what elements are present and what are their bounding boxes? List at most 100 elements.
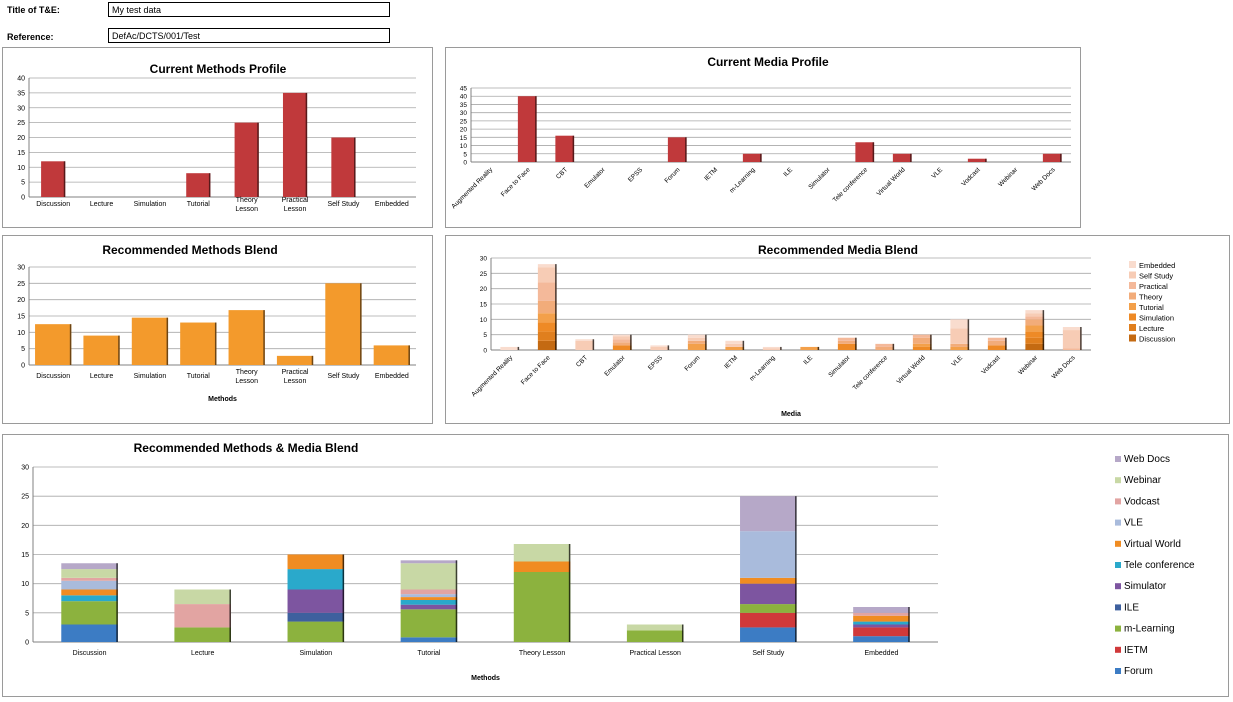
x-tick-label: Augmented Reality: [470, 354, 514, 398]
legend-swatch-discussion: [1129, 334, 1136, 342]
segment-webinar-simulation: [1025, 331, 1045, 338]
bar-shadow: [892, 343, 895, 350]
segment-cbt-self-study: [575, 340, 595, 350]
segment-tutorial-tele-conference: [400, 600, 458, 605]
bar-shadow: [263, 310, 265, 365]
segment-vodcast-practical: [987, 337, 1007, 341]
bar-shadow: [166, 317, 169, 365]
legend-label-discussion: Discussion: [1139, 335, 1175, 344]
legend-swatch-tele-conference: [1115, 562, 1121, 568]
bar-self-study: [331, 137, 356, 197]
bar-shadow: [967, 319, 970, 350]
segment-cbt-embedded: [575, 339, 595, 341]
segment-tutorial-webinar: [400, 563, 458, 590]
recommended-media-panel: Recommended Media Blend 0 5 10 15 20 25 30 Augme…: [445, 235, 1230, 424]
reference-label: Reference:: [7, 32, 54, 42]
segment-theory-lesson-virtual-world: [513, 561, 571, 572]
bar-forum: [667, 137, 687, 162]
legend-swatch-webinar: [1115, 477, 1121, 484]
segment-vle-theory: [950, 343, 970, 347]
bar-shadow: [667, 345, 670, 350]
segment-face-to-face-practical: [537, 282, 557, 301]
x-axis-title: Methods: [471, 675, 500, 682]
bar-discussion: [41, 161, 66, 197]
x-tick-label: Tele conference: [852, 354, 890, 392]
y-tick-label: 30: [17, 265, 25, 272]
segment-self-study-simulator: [740, 583, 797, 605]
segment-web-docs-self-study: [1062, 330, 1082, 349]
bar-practical-lesson: [282, 92, 308, 197]
segment-practical-lesson-m-learning: [626, 630, 684, 642]
segment-epss-self-study: [650, 346, 670, 350]
legend-label-lecture: Lecture: [1139, 324, 1164, 333]
bar-shadow: [208, 173, 211, 197]
segment-tutorial-forum: [400, 637, 458, 642]
legend-swatch-theory: [1129, 292, 1136, 300]
legend-label-practical: Practical: [1139, 282, 1168, 291]
bar-vodcast: [967, 158, 987, 162]
x-tick-label: Theory Lesson: [235, 197, 258, 213]
segment-forum-tutorial: [687, 343, 707, 350]
legend-label-forum: Forum: [1124, 666, 1153, 677]
legend-label-tutorial: Tutorial: [1139, 303, 1164, 312]
y-tick-label: 25: [460, 118, 468, 125]
segment-embedded-virtual-world: [853, 615, 910, 622]
title-input[interactable]: My test data: [108, 2, 390, 17]
y-tick-label: 10: [480, 317, 488, 324]
y-tick-label: 20: [480, 286, 488, 293]
segment-face-to-face-self-study: [537, 267, 557, 283]
segment-discussion-forum: [61, 624, 118, 642]
reference-input[interactable]: DefAc/DCTS/001/Test: [108, 28, 390, 43]
segment-virtual-world-practical: [912, 334, 932, 338]
x-tick-label: Face to Face: [500, 166, 532, 198]
x-tick-label: Webinar: [997, 166, 1020, 189]
x-tick-label: VLE: [951, 354, 965, 368]
recommended-media-chart: Recommended Media Blend 0 5 10 15 20 25 30 Augme…: [470, 243, 1175, 418]
legend-label-vodcast: Vodcast: [1124, 496, 1160, 507]
x-tick-label: Tele conference: [832, 166, 870, 204]
current-methods-panel: Current Methods Profile 0 5 10 15 20 25 30 35 40 D…: [2, 47, 433, 228]
bar-tele-conference: [855, 142, 875, 162]
bar-simulation: [131, 317, 169, 365]
x-tick-label: Simulation: [134, 373, 167, 380]
legend-swatch-simulation: [1129, 313, 1136, 321]
segment-augmented-reality-embedded: [500, 346, 520, 350]
bar-shadow: [229, 589, 231, 642]
segment-web-docs-practical: [1062, 348, 1082, 350]
legend-swatch-vle: [1115, 519, 1121, 526]
x-tick-label: Practical Lesson: [282, 369, 309, 385]
bar-shadow: [63, 161, 66, 197]
x-tick-label: Self Study: [752, 650, 784, 657]
x-tick-label: ILE: [802, 354, 814, 366]
segment-discussion-tele-conference: [61, 595, 118, 602]
bar-shadow: [517, 346, 520, 350]
segment-vodcast-simulation: [987, 345, 1007, 350]
legend-label-tele-conference: Tele conference: [1124, 560, 1195, 571]
segment-face-to-face-discussion: [537, 340, 557, 350]
x-tick-label: Self Study: [327, 373, 359, 380]
y-tick-label: 40: [460, 94, 468, 101]
y-tick-label: 40: [17, 76, 25, 83]
y-tick-label: 5: [483, 332, 487, 339]
segment-tele-conference-theory: [875, 346, 895, 350]
segment-webinar-embedded: [1025, 310, 1045, 314]
y-tick-label: 15: [17, 314, 25, 321]
legend-swatch-vodcast: [1115, 498, 1121, 505]
bar-shadow: [455, 560, 458, 642]
x-tick-label: Augmented Reality: [450, 166, 494, 210]
bar-shadow: [354, 137, 356, 197]
chart-title: Recommended Methods & Media Blend: [134, 441, 359, 455]
segment-discussion-webinar: [61, 569, 118, 578]
y-tick-label: 15: [460, 135, 468, 142]
recommended-methods-chart: Recommended Methods Blend 0 5 10 15 20 25 30 Dis…: [17, 243, 416, 403]
x-tick-label: Virtual World: [896, 354, 927, 385]
bar-shadow: [555, 264, 557, 350]
segment-embedded-tele-conference: [853, 621, 910, 625]
segment-forum-self-study: [687, 337, 707, 341]
bar-shadow: [116, 563, 118, 642]
x-tick-label: Virtual World: [876, 166, 907, 197]
segment-ietm-embedded: [725, 340, 745, 344]
legend-label-simulation: Simulation: [1139, 314, 1174, 323]
legend-swatch-web-docs: [1115, 456, 1121, 462]
